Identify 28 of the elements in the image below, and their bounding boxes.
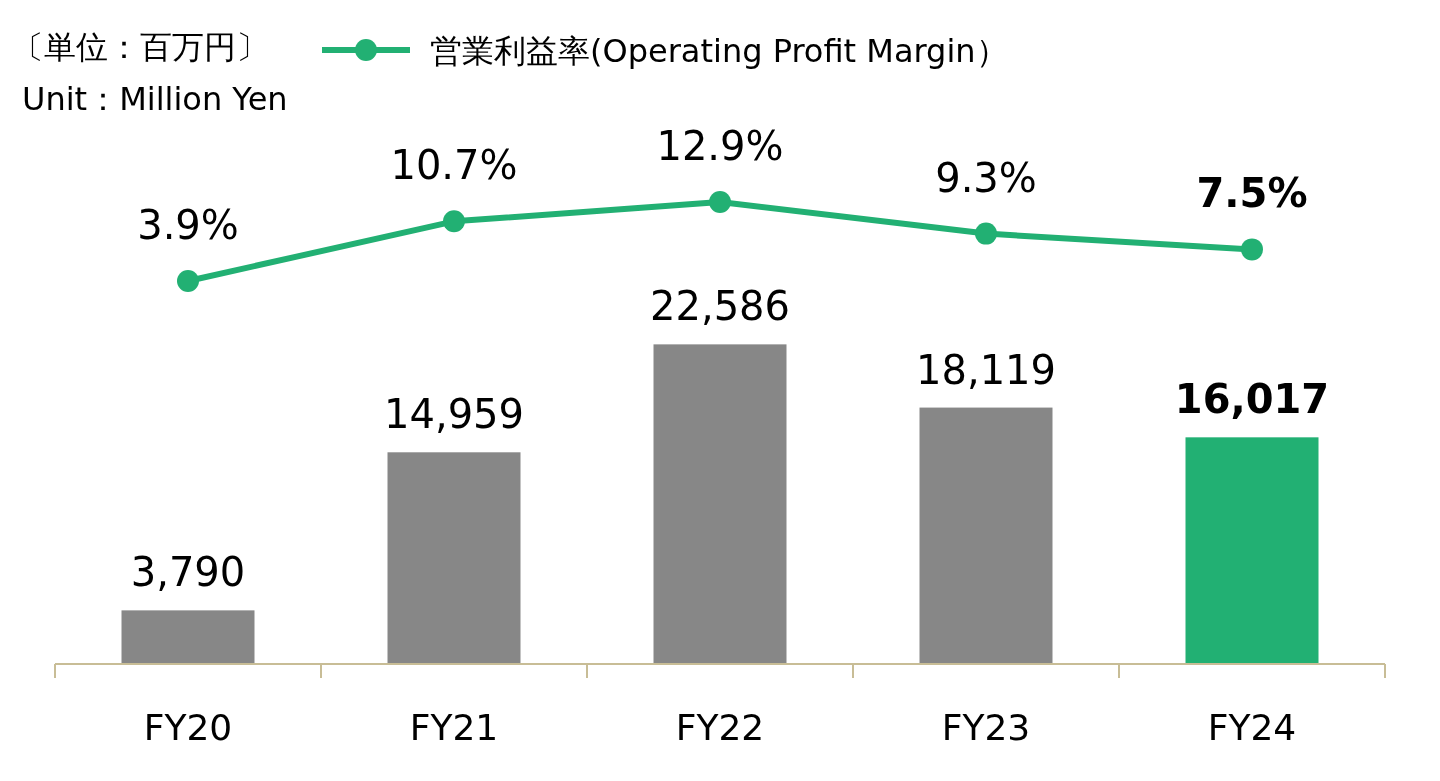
data-label: 3,790 — [130, 549, 246, 596]
point — [709, 191, 731, 213]
bar — [387, 452, 521, 664]
point — [443, 210, 465, 233]
bar — [121, 610, 255, 664]
data-label: 12.9% — [656, 123, 784, 169]
x-tick-label: FY20 — [143, 707, 233, 748]
bar — [653, 344, 787, 664]
point — [177, 270, 199, 292]
data-label: 7.5% — [1196, 170, 1308, 217]
bar — [1185, 437, 1319, 664]
data-label: 9.3% — [935, 154, 1037, 201]
x-tick-label: FY21 — [409, 707, 499, 748]
text: Unit：Million Yen — [22, 80, 288, 118]
x-tick-label: FY24 — [1207, 707, 1297, 748]
data-label: 18,119 — [916, 346, 1056, 393]
legend-label: 営業利益率(Operating Profit Margin） — [430, 32, 1008, 70]
point — [975, 222, 997, 245]
x-tick-label: FY22 — [675, 707, 765, 748]
point — [1241, 238, 1263, 261]
data-label: 22,586 — [650, 283, 790, 330]
data-label: 14,959 — [384, 391, 524, 438]
data-label: 16,017 — [1174, 376, 1330, 423]
bar — [919, 407, 1053, 664]
text: 〔単位：百万円〕 — [12, 28, 268, 66]
data-label: 10.7% — [390, 142, 518, 189]
x-tick-label: FY23 — [941, 707, 1031, 748]
data-label: 3.9% — [137, 202, 239, 248]
